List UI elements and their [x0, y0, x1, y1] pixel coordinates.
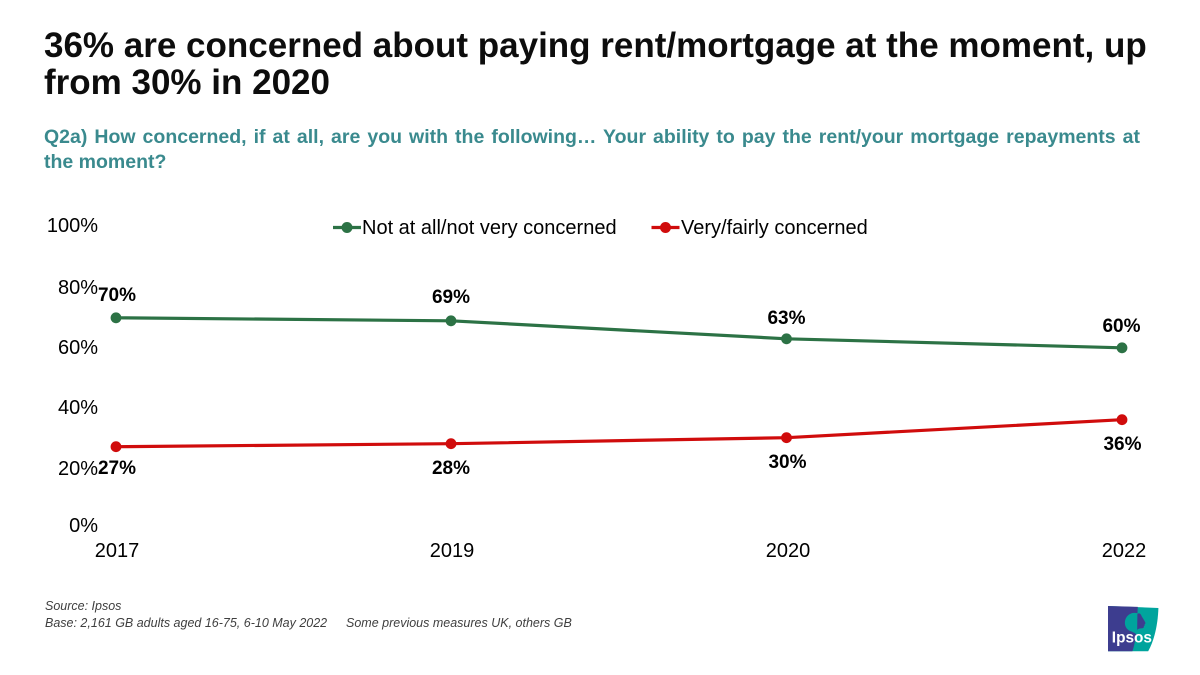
svg-text:Ipsos: Ipsos — [1112, 629, 1152, 646]
